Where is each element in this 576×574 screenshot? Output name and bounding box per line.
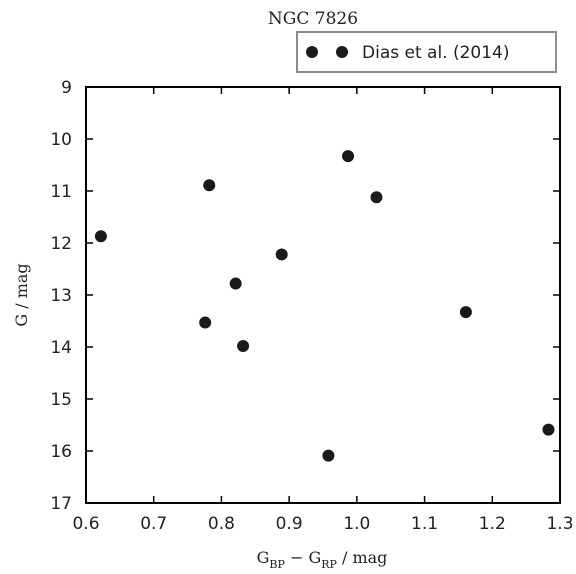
- x-label-sub-rp: RP: [321, 558, 337, 571]
- x-tick-label: 0.7: [140, 514, 167, 534]
- x-tick-label: 1.3: [546, 514, 573, 534]
- y-axis-label: G / mag: [12, 263, 31, 326]
- data-point: [342, 150, 355, 163]
- data-point: [459, 306, 472, 319]
- y-tick-label: 10: [50, 130, 72, 150]
- y-tick-label: 17: [50, 494, 72, 514]
- y-tick-label: 16: [50, 442, 72, 462]
- data-point: [322, 449, 335, 462]
- data-point: [94, 230, 107, 243]
- legend: Dias et al. (2014): [296, 31, 557, 73]
- x-tick-label: 0.9: [276, 514, 303, 534]
- data-point: [237, 339, 250, 352]
- y-tick-label: 14: [50, 338, 72, 358]
- x-tick-label: 1.2: [479, 514, 506, 534]
- data-point: [229, 277, 242, 290]
- data-point: [203, 179, 216, 192]
- x-tick-label: 1.1: [411, 514, 438, 534]
- y-tick-label: 9: [61, 78, 72, 98]
- x-tick-label: 0.8: [208, 514, 235, 534]
- x-tick-label: 0.6: [72, 514, 99, 534]
- y-tick-label: 13: [50, 286, 72, 306]
- data-points: [94, 150, 555, 462]
- data-point: [370, 191, 383, 204]
- x-tick-label: 1.0: [343, 514, 370, 534]
- plot-frame: [85, 86, 561, 504]
- data-point: [199, 316, 212, 329]
- tick-labels: 0.6 0.7 0.8 0.9 1.0 1.1 1.2 1.3 9 10 11 12 13 14 15 16 1…: [50, 78, 573, 534]
- chart-title: NGC 7826: [268, 9, 358, 29]
- y-tick-label: 12: [50, 234, 72, 254]
- ticks: [85, 86, 561, 504]
- legend-marker-1: [306, 46, 318, 58]
- y-tick-label: 11: [50, 182, 72, 202]
- data-point: [542, 423, 555, 436]
- x-label-mid: − G: [285, 548, 321, 567]
- x-label-sub-bp: BP: [269, 558, 285, 571]
- x-label-tail: / mag: [337, 548, 388, 567]
- legend-label: Dias et al. (2014): [362, 43, 510, 63]
- y-tick-label: 15: [50, 390, 72, 410]
- legend-marker-2: [336, 46, 348, 58]
- data-point: [275, 248, 288, 261]
- x-axis-label: GBP − GRP / mag: [257, 548, 388, 571]
- x-label-main: G: [257, 548, 270, 567]
